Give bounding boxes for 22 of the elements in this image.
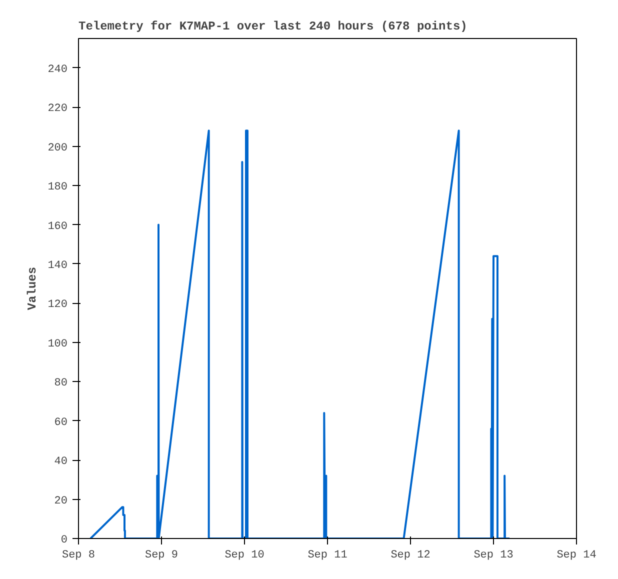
x-tick-label: Sep 12 bbox=[390, 550, 430, 562]
x-tick-label: Sep 13 bbox=[474, 550, 514, 562]
x-tick-label: Sep 14 bbox=[556, 550, 597, 562]
x-tick-label: Sep 9 bbox=[144, 550, 178, 562]
chart-title: Telemetry for K7MAP-1 over last 240 hours (678 points) bbox=[78, 20, 468, 34]
y-tick-label: 200 bbox=[48, 142, 68, 154]
y-tick-label: 240 bbox=[48, 64, 68, 76]
y-tick-label: 180 bbox=[48, 182, 68, 194]
y-tick-label: 160 bbox=[48, 220, 68, 233]
x-tick-label: Sep 10 bbox=[224, 550, 264, 562]
y-tick-label: 120 bbox=[48, 299, 68, 312]
y-axis-title: Values bbox=[26, 266, 40, 310]
y-tick-label: 40 bbox=[54, 456, 68, 468]
y-tick-label: 0 bbox=[60, 534, 68, 546]
y-tick-label: 20 bbox=[54, 495, 68, 508]
x-tick-label: Sep 8 bbox=[62, 550, 96, 562]
y-tick-label: 100 bbox=[48, 338, 68, 350]
y-tick-label: 80 bbox=[54, 378, 68, 390]
y-tick-label: 140 bbox=[48, 260, 68, 272]
y-tick-label: 220 bbox=[48, 103, 68, 116]
y-tick-label: 60 bbox=[54, 416, 68, 429]
x-tick-label: Sep 11 bbox=[308, 550, 348, 562]
